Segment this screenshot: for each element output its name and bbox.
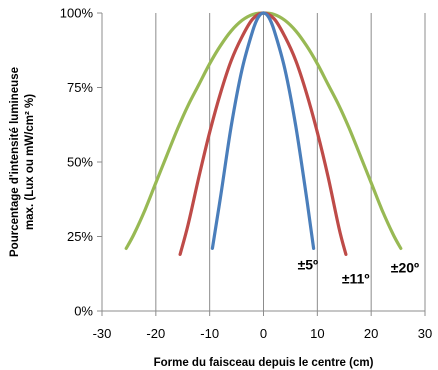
series-lines [124,11,403,256]
x-tick-label: 20 [364,326,378,341]
x-tick-label: -20 [146,326,165,341]
y-tick-label: 50% [67,155,93,170]
series-label: ±20º [391,259,419,275]
x-tick-label: 30 [418,326,432,341]
y-tick-label: 0% [74,304,93,319]
series-labels: ±5º ±11º ±20º [298,256,420,286]
series-line [210,11,316,250]
x-tick-label: -10 [200,326,219,341]
x-axis-title: Forme du faisceau depuis le centre (cm) [154,357,374,369]
y-tick-label: 25% [67,229,93,244]
x-tick-label: -30 [93,326,112,341]
y-axis-title-line: max. (Lux ou mW/cm² %) [24,94,36,230]
vertical-gridlines [155,13,426,311]
series-label: ±5º [298,256,319,272]
y-tick-labels: 0% 25% 50% 75% 100% [60,6,94,319]
series-label: ±11º [342,270,370,286]
axes [97,12,426,316]
x-tick-label: 0 [260,326,267,341]
x-tick-label: 10 [310,326,324,341]
y-axis-title-line: Pourcentage d'intensité lumineuse [9,67,21,257]
x-tick-labels: -30 -20 -10 0 10 20 30 [93,326,433,341]
axis-titles: Forme du faisceau depuis le centre (cm) P… [9,67,374,369]
y-tick-label: 75% [67,80,93,95]
y-tick-label: 100% [60,6,94,21]
